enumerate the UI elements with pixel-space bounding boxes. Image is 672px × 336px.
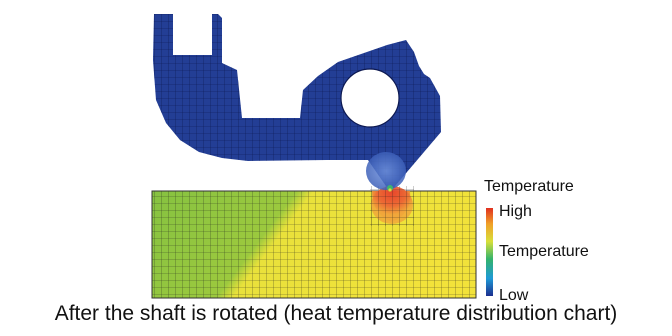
figure-caption: After the shaft is rotated (heat tempera… xyxy=(54,302,618,325)
shaft-hole xyxy=(340,68,400,128)
temperature-legend: Temperature High Temperature Low xyxy=(484,178,589,300)
legend-color-bar xyxy=(486,208,493,296)
legend-title: Temperature xyxy=(484,178,574,195)
hot-zone xyxy=(370,186,414,226)
heat-distribution-figure: Temperature High Temperature Low xyxy=(151,14,589,300)
rotating-part xyxy=(153,14,441,192)
contact-region xyxy=(366,152,406,190)
workpiece-plate xyxy=(151,190,477,299)
legend-high-label: High xyxy=(499,203,532,220)
legend-middle-label: Temperature xyxy=(499,243,589,260)
legend-low-label: Low xyxy=(499,287,529,300)
